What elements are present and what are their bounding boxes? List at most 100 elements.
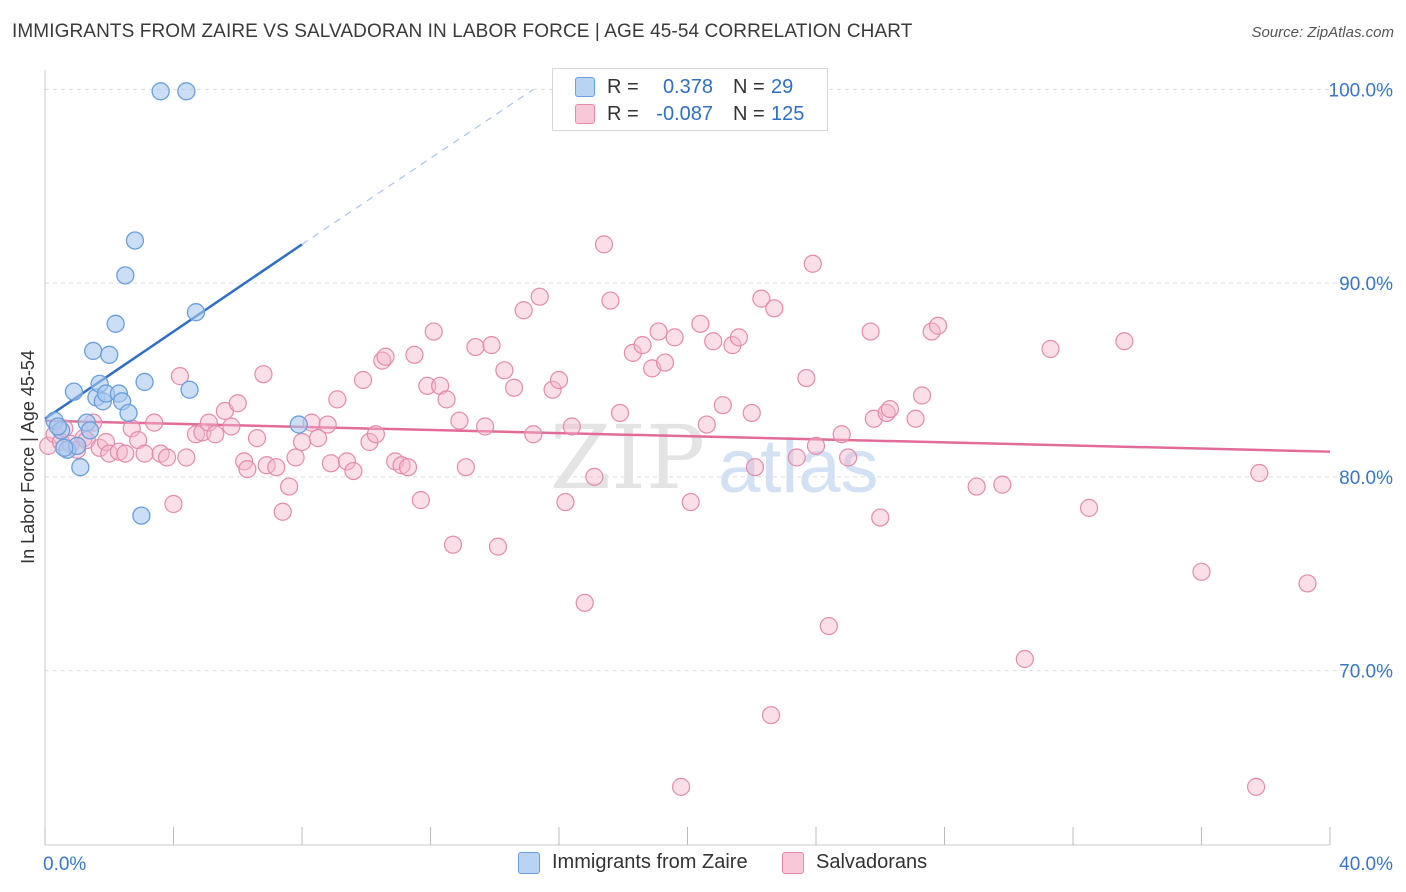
salvadoran-point: [610, 403, 630, 423]
salvadoran-point: [206, 425, 225, 444]
salvadoran-point: [562, 417, 581, 436]
zaire-point: [135, 372, 154, 392]
salvadoran-point: [376, 347, 395, 366]
salvadoran-point: [247, 429, 267, 448]
zaire-point: [186, 303, 206, 322]
salvadoran-point: [993, 475, 1012, 494]
salvadoran-point: [456, 458, 475, 477]
salvadoran-point: [543, 380, 562, 399]
salvadoran-point: [729, 328, 749, 347]
salvadoran-point: [1247, 777, 1266, 796]
watermark-zip: ZIP: [550, 406, 705, 509]
salvadoran-point: [871, 508, 890, 527]
salvadoran-point: [655, 353, 675, 372]
legend-row-zaire: R = 0.378 N = 29: [575, 74, 811, 100]
zaire-point: [84, 341, 103, 361]
zaire-point: [48, 417, 67, 436]
salvadoran-point: [601, 291, 620, 310]
zaire-n-value: 29: [771, 75, 794, 98]
salvadoran-point: [488, 537, 508, 556]
salvadoran-point: [1115, 332, 1134, 351]
y-tick-label: 70.0%: [1339, 662, 1393, 683]
zaire-point: [55, 438, 74, 457]
salvadoran-legend-label: Salvadorans: [816, 851, 928, 873]
salvadoran-point: [819, 616, 838, 636]
salvadoran-point: [398, 458, 418, 477]
salvadoran-point: [765, 299, 784, 318]
legend-item-zaire[interactable]: Immigrants from Zaire: [518, 851, 748, 874]
salvadoran-r-label: R =: [607, 102, 639, 125]
salvadoran-point: [135, 444, 154, 463]
salvadoran-point: [880, 399, 899, 419]
salvadoran-point: [524, 425, 543, 444]
y-tick-label: 80.0%: [1339, 468, 1393, 489]
source-credit: Source: ZipAtlas.com: [1251, 24, 1394, 41]
zaire-point: [80, 421, 100, 440]
salvadoran-point: [742, 403, 761, 423]
salvadoran-point: [286, 448, 305, 467]
zaire-r-label: R =: [607, 75, 639, 98]
salvadoran-point: [530, 287, 549, 306]
zaire-legend-label: Immigrants from Zaire: [552, 851, 748, 873]
zaire-point: [180, 380, 199, 399]
salvadoran-point: [366, 425, 385, 444]
salvadoran-point: [199, 413, 218, 432]
salvadoran-point: [254, 365, 273, 384]
salvadoran-point: [787, 448, 806, 467]
salvadoran-point: [1250, 463, 1269, 483]
salvadoran-point: [514, 301, 533, 320]
salvadoran-point: [704, 332, 723, 351]
salvadoran-point: [912, 386, 932, 405]
salvadoran-point: [1015, 649, 1034, 669]
salvadoran-point: [318, 415, 337, 434]
zaire-point: [151, 82, 170, 101]
salvadoran-legend-swatch: [782, 851, 804, 874]
legend-item-salvadoran[interactable]: Salvadorans: [782, 851, 927, 874]
zaire-points: [45, 82, 308, 525]
salvadoran-points: [39, 235, 1317, 796]
zaire-point: [71, 458, 90, 477]
y-tick-label: 100.0%: [1329, 80, 1394, 101]
salvadoran-point: [411, 491, 430, 510]
trend-lines: [44, 88, 1331, 453]
salvadoran-point: [437, 390, 456, 409]
salvadoran-point: [328, 390, 347, 409]
salvadoran-point: [797, 368, 816, 388]
salvadoran-point: [109, 442, 128, 461]
salvadoran-point: [691, 314, 710, 333]
zaire-swatch: [575, 77, 595, 97]
salvadoran-point: [292, 432, 312, 452]
zaire-point: [106, 314, 125, 333]
salvadoran-point: [575, 593, 594, 612]
zaire-legend-swatch: [518, 851, 540, 874]
zaire-point: [116, 266, 135, 285]
salvadoran-point: [164, 494, 183, 514]
salvadoran-point: [482, 336, 501, 355]
x-tick-label-max: 40.0%: [1339, 854, 1393, 875]
salvadoran-point: [280, 477, 299, 496]
salvadoran-point: [832, 425, 851, 444]
salvadoran-point: [418, 376, 437, 395]
salvadoran-point: [1041, 339, 1060, 359]
salvadoran-point: [157, 448, 177, 467]
salvadoran-point: [861, 322, 880, 341]
salvadoran-point: [238, 460, 257, 479]
salvadoran-point: [222, 417, 241, 436]
salvadoran-point: [116, 444, 135, 463]
series-legend: Immigrants from Zaire Salvadorans: [0, 851, 1406, 877]
salvadoran-trend-line: [44, 419, 1331, 453]
salvadoran-point: [228, 394, 247, 413]
salvadoran-point: [337, 452, 357, 471]
salvadoran-point: [967, 477, 986, 496]
salvadoran-point: [671, 777, 691, 796]
zaire-trend-line: [44, 243, 303, 420]
salvadoran-point: [1192, 562, 1211, 581]
y-tick-label: 90.0%: [1339, 274, 1393, 295]
salvadoran-point: [745, 458, 765, 477]
salvadoran-swatch: [575, 104, 595, 124]
salvadoran-r-value: -0.087: [656, 102, 713, 125]
salvadoran-point: [585, 467, 604, 486]
salvadoran-point: [170, 367, 190, 386]
salvadoran-point: [424, 322, 443, 341]
